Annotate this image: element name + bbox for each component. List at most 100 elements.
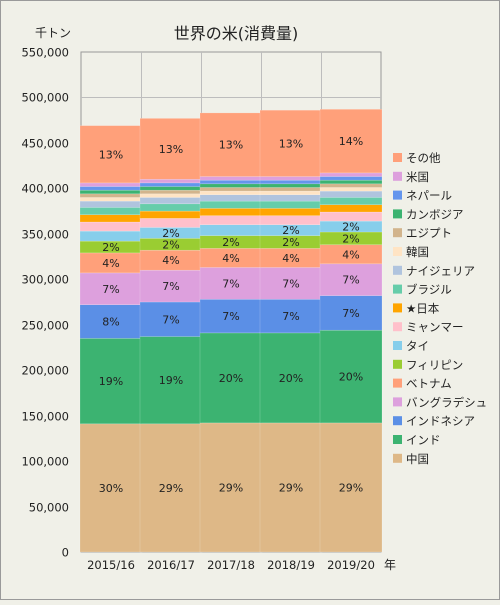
data-label: 7%: [282, 310, 299, 323]
legend-label: エジプト: [406, 226, 452, 240]
bar-segment: [199, 332, 263, 424]
data-label: 7%: [282, 277, 299, 290]
bar-segment: [79, 200, 143, 208]
bar-segment: [139, 210, 203, 219]
bar-segment: [79, 182, 143, 187]
bar-segment: [139, 423, 203, 553]
bar-segment: [79, 272, 143, 305]
data-label: 7%: [342, 307, 359, 320]
data-label: 13%: [159, 143, 183, 156]
bar-segment: [79, 214, 143, 223]
legend-swatch: [393, 341, 402, 350]
bar-segment: [139, 189, 203, 195]
bar-segment: [199, 112, 263, 177]
data-label: 2%: [102, 241, 119, 254]
bar-segment: [139, 179, 203, 184]
legend-swatch: [393, 435, 402, 444]
data-label: 7%: [222, 310, 239, 323]
legend-label: その他: [406, 151, 441, 165]
bar-segment: [259, 187, 323, 192]
bar-segment: [259, 208, 323, 216]
legend-swatch: [393, 416, 402, 426]
bar-segment: [79, 221, 143, 232]
bar-segment: [259, 176, 323, 181]
legend-swatch: [393, 397, 402, 407]
bar-segment: [139, 203, 203, 212]
y-tick-label: 0: [62, 546, 69, 560]
bar-segment: [199, 267, 263, 300]
legend-label: フィリピン: [406, 358, 463, 372]
legend-label: インドネシア: [406, 414, 475, 428]
bar-segment: [79, 338, 143, 425]
y-tick-label: 200,000: [21, 364, 69, 378]
legend-label: 中国: [406, 452, 429, 466]
legend-swatch: [393, 378, 402, 388]
bar-segment: [139, 336, 203, 425]
x-tick-label: 2017/18: [207, 558, 255, 572]
y-tick-label: 150,000: [21, 410, 69, 424]
data-label: 4%: [342, 248, 359, 261]
y-tick-label: 300,000: [21, 273, 69, 287]
bar-segment: [139, 186, 203, 191]
data-label: 4%: [102, 257, 119, 270]
legend-label: 韓国: [406, 245, 429, 259]
y-tick-label: 50,000: [29, 501, 69, 515]
bar-segment: [319, 263, 383, 296]
bar-segment: [199, 176, 263, 181]
data-label: 19%: [99, 375, 123, 388]
data-label: 2%: [162, 227, 179, 240]
bar-segment: [199, 215, 263, 225]
data-label: 7%: [162, 313, 179, 326]
bar-segment: [319, 183, 383, 188]
bar-segment: [79, 189, 143, 195]
data-label: 20%: [339, 371, 363, 384]
data-label: 13%: [219, 139, 243, 152]
data-label: 2%: [282, 236, 299, 249]
bar-segment: [139, 269, 203, 303]
bar-segment: [319, 211, 383, 222]
bar-segment: [79, 207, 143, 215]
data-label: 8%: [102, 316, 119, 329]
legend-swatch: [393, 303, 402, 313]
legend-label: カンボジア: [406, 207, 464, 221]
data-label: 14%: [339, 135, 363, 148]
bar-segment: [199, 299, 263, 334]
data-label: 4%: [282, 252, 299, 265]
data-label: 4%: [162, 254, 179, 267]
bar-segment: [259, 190, 323, 195]
legend-swatch: [393, 247, 402, 256]
bar-segment: [199, 422, 263, 553]
legend-label: タイ: [406, 339, 429, 353]
bar-segment: [319, 176, 383, 181]
bar-segment: [199, 208, 263, 216]
y-tick-label: 250,000: [21, 319, 69, 333]
bar-segment: [199, 183, 263, 188]
legend-label: 米国: [406, 170, 429, 184]
data-label: 13%: [279, 137, 303, 150]
y-tick-label: 500,000: [21, 91, 69, 105]
bar-segment: [79, 230, 143, 242]
legend-label: ネパール: [406, 189, 452, 203]
bar-segment: [199, 179, 263, 185]
legend-swatch: [393, 359, 402, 369]
legend-label: インド: [406, 433, 441, 447]
bar-segment: [319, 204, 383, 213]
bar-segment: [319, 190, 383, 198]
data-label: 7%: [222, 277, 239, 290]
bar-segment: [139, 118, 203, 180]
data-label: 29%: [159, 482, 183, 495]
bar-segment: [199, 200, 263, 209]
x-tick-label: 2016/17: [147, 558, 195, 572]
data-label: 19%: [159, 374, 183, 387]
legend-swatch: [393, 265, 402, 275]
bar-segment: [79, 197, 143, 202]
y-tick-label: 100,000: [21, 455, 69, 469]
bar-segment: [139, 197, 203, 205]
bar-segment: [259, 109, 323, 177]
data-label: 29%: [279, 481, 303, 494]
data-label: 29%: [339, 481, 363, 494]
bar-segment: [259, 179, 323, 185]
bar-segment: [259, 183, 323, 188]
legend-swatch: [393, 284, 402, 294]
